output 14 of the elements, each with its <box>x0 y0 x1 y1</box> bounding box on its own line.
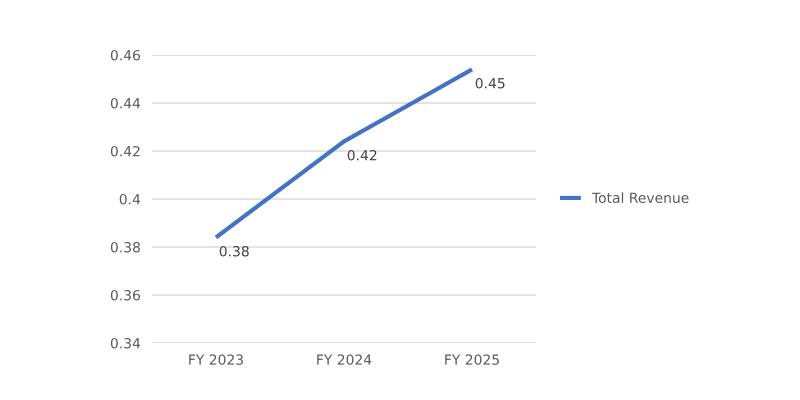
y-tick-label: 0.34 <box>110 338 140 348</box>
x-tick-label: FY 2024 <box>317 354 372 365</box>
x-tick-label: FY 2025 <box>445 354 499 365</box>
y-tick-label: 0.36 <box>110 290 140 300</box>
legend-label: Total Revenue <box>592 192 689 204</box>
y-tick-label: 0.42 <box>110 146 140 156</box>
y-tick-label: 0.44 <box>110 98 140 108</box>
data-label: 0.38 <box>220 246 249 256</box>
x-tick-label: FY 2023 <box>189 354 244 365</box>
y-tick-label: 0.46 <box>110 50 140 60</box>
y-tick-label: 0.38 <box>110 242 140 252</box>
data-label: 0.45 <box>476 78 504 88</box>
y-tick-label: 0.4 <box>120 194 140 204</box>
data-label: 0.42 <box>348 150 376 160</box>
